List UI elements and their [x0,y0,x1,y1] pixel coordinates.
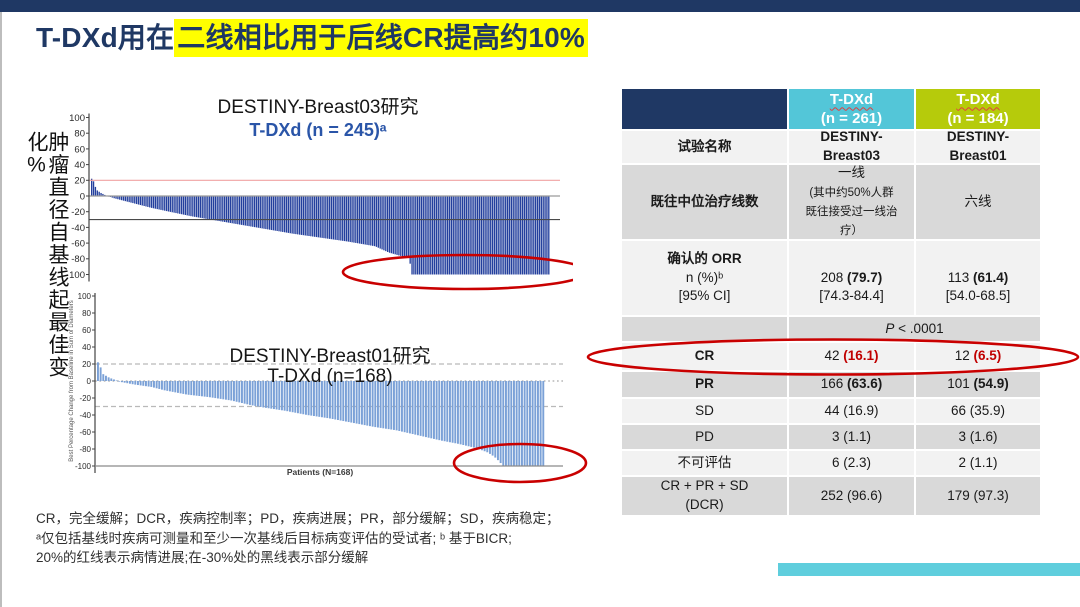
table-cell: CR [621,342,788,371]
table-cell: DESTINY- Breast03 [788,130,915,164]
y-tick-label: -40 [79,411,91,420]
table-cell: 6 (2.3) [788,450,915,476]
table-cell: 42 (16.1) [788,342,915,371]
table-row-sd: SD 44 (16.9) 66 (35.9) [621,398,1042,424]
footnote-line-1: CR，完全缓解；DCR，疾病控制率；PD，疾病进展；PR，部分缓解；SD，疾病稳… [36,511,560,526]
y-tick-label: 100 [78,293,92,301]
table-cell: 252 (96.6) [788,476,915,516]
table-cell: 44 (16.9) [788,398,915,424]
table-cell: 3 (1.6) [915,424,1041,450]
chart2-subtitle: T-DXd (n=168) [267,366,393,387]
y-tick-label: 60 [82,326,91,335]
y-axis-small-label: Best Percentage Change from Baseline in … [69,300,75,461]
waterfall-bars [91,178,550,275]
chart1-subtitle: T-DXd (n = 245)ᵃ [249,120,387,140]
slide-title: T-DXd用在 二线相比用于后线CR提高约10% [36,16,588,57]
table-header-col-1: T-DXd (n = 261) [788,88,915,130]
y-tick-label: -80 [71,254,85,265]
table-cell: 六线 [915,164,1041,240]
slide-title-plain: T-DXd用在 [36,22,175,53]
waterfall-bars [97,362,545,466]
table-cell: 179 (97.3) [915,476,1041,516]
y-tick-label: -60 [79,428,91,437]
y-tick-label: 100 [69,113,85,124]
slide-left-edge [0,0,2,607]
table-row-trial-name: 试验名称 DESTINY- Breast03 DESTINY- Breast01 [621,130,1042,164]
table-header-row: T-DXd (n = 261) T-DXd (n = 184) [621,88,1042,130]
table-row-dcr: CR + PR + SD (DCR) 252 (96.6) 179 (97.3) [621,476,1042,516]
y-tick-label: -80 [79,445,91,454]
footnote-block: CR，完全缓解；DCR，疾病控制率；PD，疾病进展；PR，部分缓解；SD，疾病稳… [36,509,614,568]
y-tick-label: -20 [79,394,91,403]
comparison-table: T-DXd (n = 261) T-DXd (n = 184) 试验名称 DESTINY-… [621,88,1042,516]
y-tick-label: 0 [80,191,85,202]
footnote-line-3: 20%的红线表示病情进展;在-30%处的黑线表示部分缓解 [36,550,369,566]
highlight-ellipse [341,253,573,291]
table-row-p-value: P < .0001 [621,316,1042,342]
table-row-pr: PR 166 (63.6) 101 (54.9) [621,371,1042,398]
table-cell: 试验名称 [621,130,788,164]
table-cell: PD [621,424,788,450]
table-cell: SD [621,398,788,424]
y-tick-label: 0 [87,377,92,386]
y-tick-label: -20 [71,207,85,218]
chart2-title: DESTINY-Breast01研究 [229,346,431,367]
y-tick-label: 20 [82,360,91,369]
x-axis-label: Patients (N=168) [287,467,354,477]
table-cell: DESTINY- Breast01 [915,130,1041,164]
chart1-title: DESTINY-Breast03研究 [217,97,419,118]
table-cell: 确认的 ORR n (%)ᵇ [95% CI] [621,240,788,316]
table-cell: CR + PR + SD (DCR) [621,476,788,516]
waterfall-chart-destiny-breast03: 100 80 60 40 20 0 -20 -40 -60 -80 100 [69,113,573,291]
y-tick-label: 40 [82,343,91,352]
table-cell: 101 (54.9) [915,371,1041,398]
table-cell: 12 (6.5) [915,342,1041,371]
footnote-line-2: ᵃ仅包括基线时疾病可测量和至少一次基线后目标病变评估的受试者; ᵇ 基于BICR… [36,530,512,546]
table-cell: PR [621,371,788,398]
table-row-cr: CR 42 (16.1) 12 (6.5) [621,342,1042,371]
table-cell [621,88,788,130]
table-cell: 既往中位治疗线数 [621,164,788,240]
waterfall-chart-destiny-breast01: 100 80 60 40 20 0 -20 -40 -60 -80 -100 Patients (N=… [69,293,588,484]
table-header-col-2: T-DXd (n = 184) [915,88,1041,130]
y-tick-label: -60 [71,239,85,250]
table-row-prior-lines: 既往中位治疗线数 一线 (其中约50%人群 既往接受过一线治 疗） 六线 [621,164,1042,240]
y-axis-vertical-label: 肿瘤直径自基线起最佳变化% [25,131,69,379]
highlight-ellipse [452,442,588,484]
y-tick-label: 40 [74,160,85,171]
bottom-accent-bar [778,563,1080,576]
y-tick-label: 80 [74,129,85,140]
table-cell: 113 (61.4) [54.0-68.5] [915,240,1041,316]
table-cell: 一线 (其中约50%人群 既往接受过一线治 疗） [788,164,915,240]
table-cell: P < .0001 [788,316,1041,342]
y-tick-label: -40 [71,223,85,234]
y-tick-label: 100 [69,270,85,281]
y-tick-label: 80 [82,309,91,318]
top-accent-bar [0,0,1080,12]
slide-title-highlight: 二线相比用于后线CR提高约10% [174,19,588,57]
table-cell: 208 (79.7) [74.3-84.4] [788,240,915,316]
table-cell: 66 (35.9) [915,398,1041,424]
y-tick-label: 20 [74,176,85,187]
table-row-not-evaluable: 不可评估 6 (2.3) 2 (1.1) [621,450,1042,476]
table-cell: 2 (1.1) [915,450,1041,476]
table-row-pd: PD 3 (1.1) 3 (1.6) [621,424,1042,450]
table-cell: 166 (63.6) [788,371,915,398]
table-row-confirmed-orr: 确认的 ORR n (%)ᵇ [95% CI] 208 (79.7) [74.3-84… [621,240,1042,316]
table-cell: 3 (1.1) [788,424,915,450]
y-tick-label: 60 [74,144,85,155]
table-cell [621,316,788,342]
y-tick-label: -100 [75,462,92,471]
table-cell: 不可评估 [621,450,788,476]
